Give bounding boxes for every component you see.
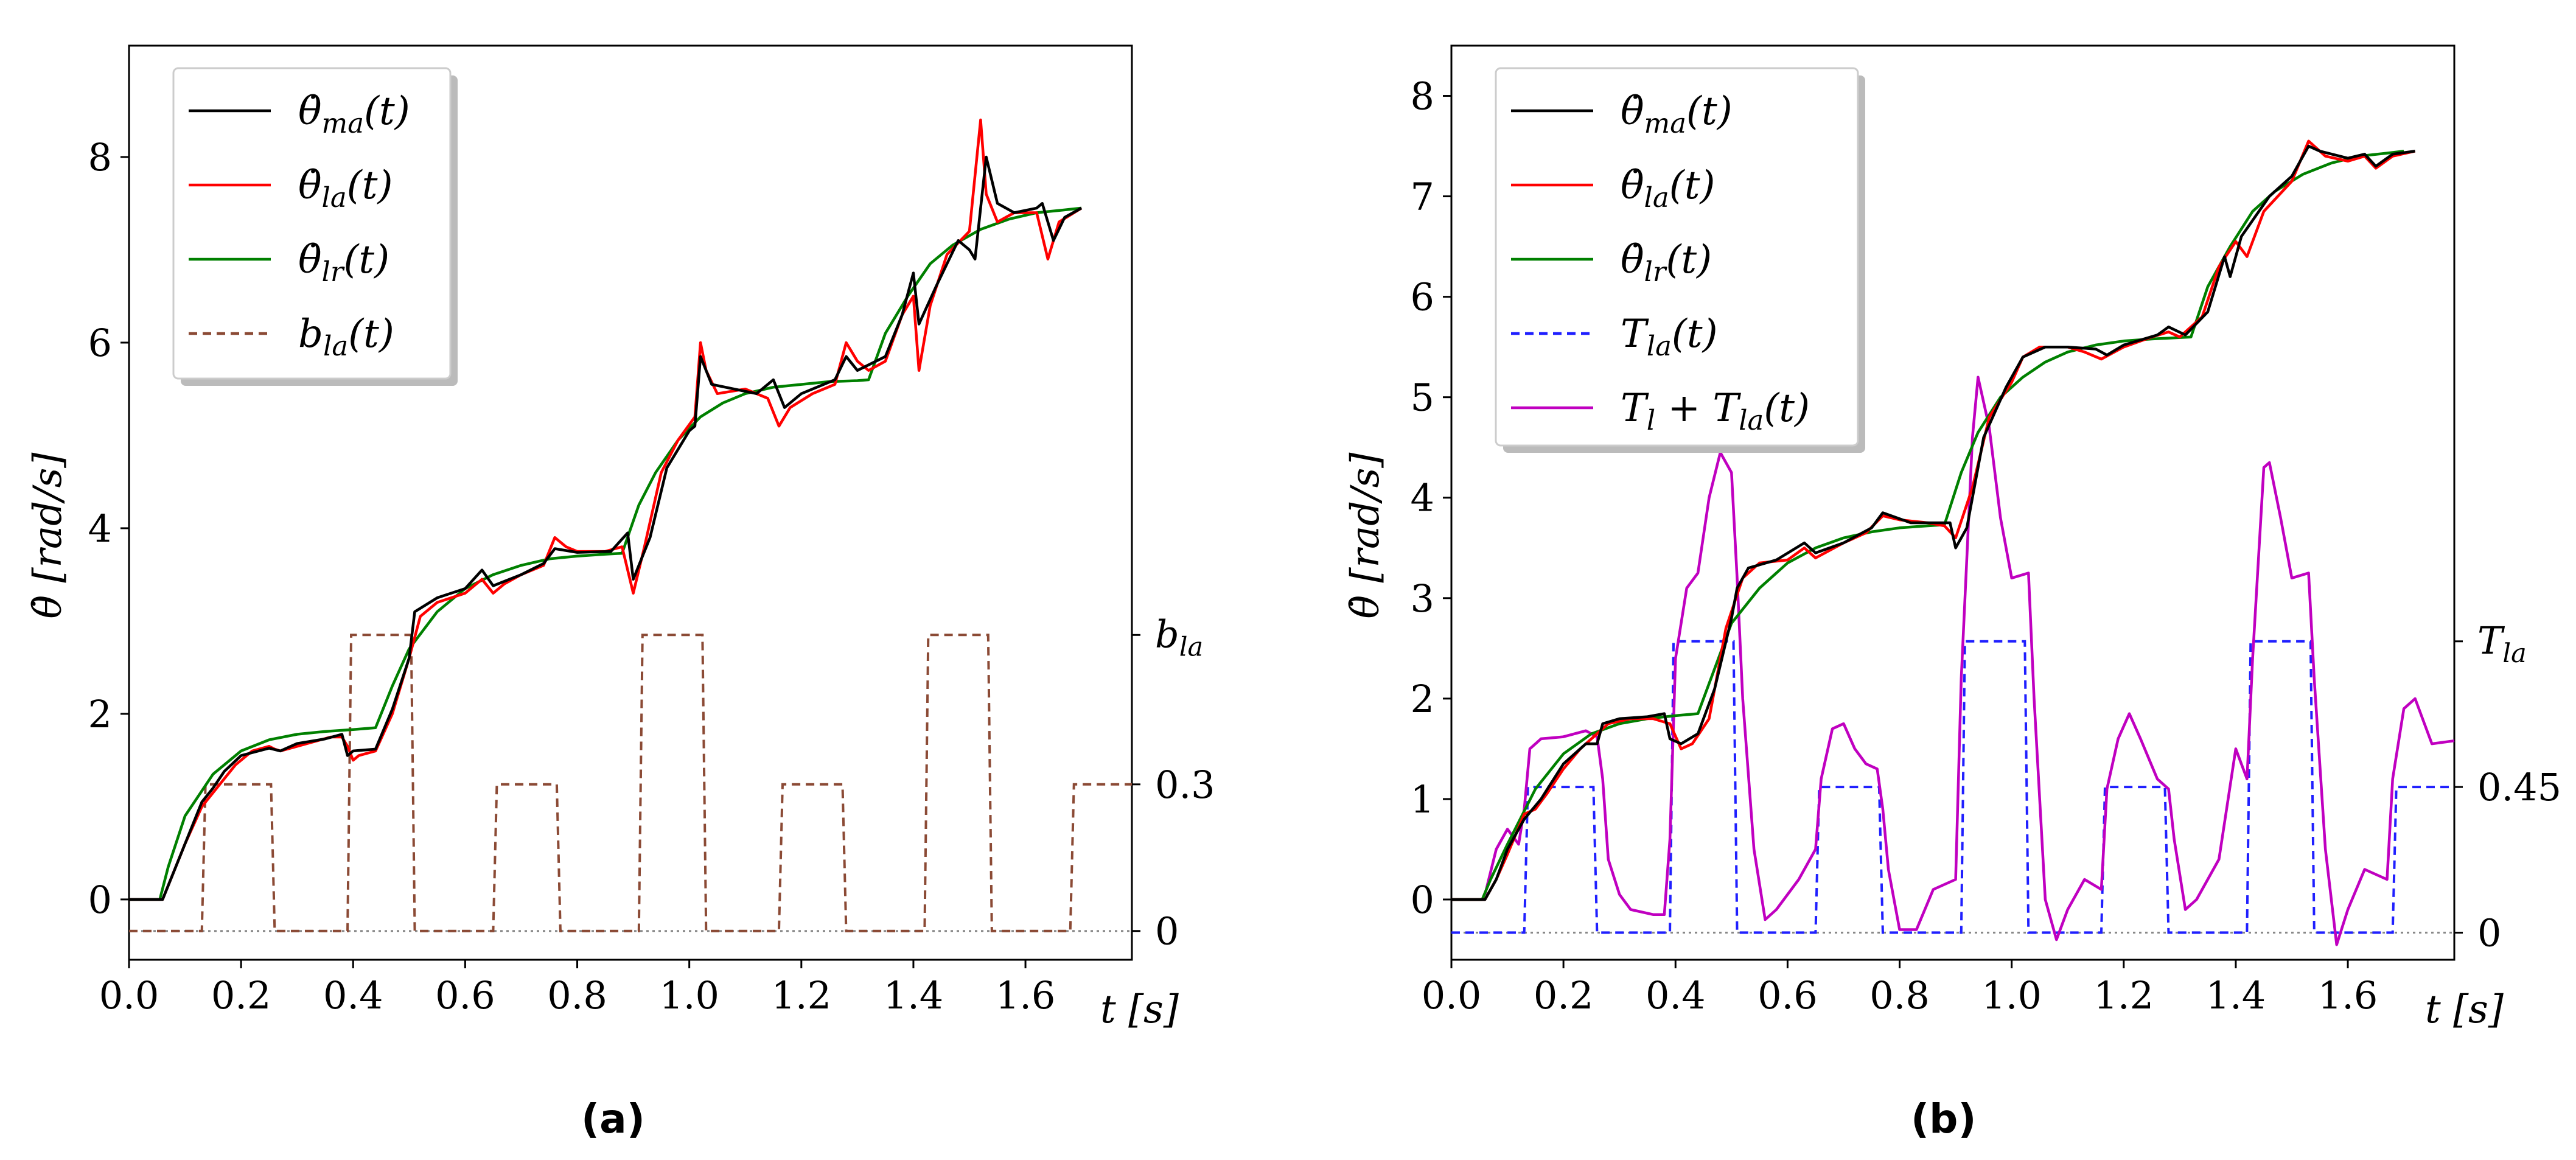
caption-a: (a) [581, 1095, 645, 1142]
right-tick-label-b: Tla [2477, 618, 2527, 669]
legend-box-a [172, 67, 452, 380]
legend-label-b: Tl + Tla(t) [1621, 386, 1810, 436]
y-tick-label-b: 2 [1411, 677, 1434, 721]
series-line-a [129, 155, 1083, 901]
legend-label-b: θ̇ma(t) [1621, 89, 1733, 139]
y-tick-label-a: 6 [88, 321, 112, 365]
x-tick-label-a: 0.6 [435, 973, 495, 1018]
x-axis-label-b: t [s] [2425, 987, 2504, 1032]
legend-box-b [1495, 67, 1859, 447]
x-tick-label-a: 0.0 [99, 973, 159, 1018]
legend-label-b: Tla(t) [1621, 312, 1718, 362]
right-tick-label-b: 0.45 [2477, 765, 2561, 809]
y-tick-label-b: 4 [1411, 476, 1434, 520]
pulse-series-a [129, 634, 1132, 932]
plot-area-b: 0.0 0.2 0.4 0.6 0.8 1.0 1.2 1.4 1.6 0 1 2 3 4 5 6 7 8 0 0.4… [1411, 44, 2561, 1018]
y-tick-label-b: 0 [1411, 878, 1434, 922]
series-line-b [1451, 144, 2415, 901]
axes-frame-b [1450, 44, 2456, 961]
right-tick-label-b: 0 [2477, 910, 2501, 955]
x-tick-label-b: 1.4 [2206, 973, 2266, 1018]
y-tick-label-b: 1 [1411, 777, 1434, 822]
x-axis-label-a: t [s] [1100, 987, 1179, 1032]
y-axis-label-b: θ̇ [rad/s] [1343, 452, 1388, 619]
y-tick-label-b: 7 [1411, 175, 1434, 219]
x-tick-label-b: 0.0 [1422, 973, 1482, 1018]
x-tick-label-a: 0.4 [323, 973, 383, 1018]
y-tick-label-b: 8 [1411, 74, 1434, 119]
chart-panel-b: 0.0 0.2 0.4 0.6 0.8 1.0 1.2 1.4 1.6 0 1 2 3 4 5 6 7 8 0 0.4… [1343, 44, 2561, 1032]
y-tick-label-b: 6 [1411, 275, 1434, 320]
right-tick-label-a: 0.3 [1155, 763, 1215, 807]
x-tick-label-b: 1.6 [2318, 973, 2378, 1018]
y-tick-label-a: 8 [88, 135, 112, 180]
legend-label-a: θ̇lr(t) [298, 237, 389, 288]
legend-label-a: θ̇ma(t) [298, 89, 410, 139]
legend-label-a: bla(t) [298, 312, 394, 362]
legend-label-b: θ̇la(t) [1621, 163, 1715, 214]
x-tick-label-b: 1.0 [1981, 973, 2042, 1018]
axes-frame-a [128, 44, 1133, 961]
legend-label-b: θ̇lr(t) [1621, 237, 1712, 288]
x-tick-label-a: 1.2 [771, 973, 831, 1018]
y-tick-label-a: 4 [88, 506, 112, 551]
x-tick-label-a: 1.0 [659, 973, 719, 1018]
x-tick-label-a: 0.8 [547, 973, 607, 1018]
y-tick-label-a: 2 [88, 692, 112, 736]
x-tick-label-b: 0.6 [1757, 973, 1818, 1018]
legend-label-a: θ̇la(t) [298, 163, 393, 214]
plot-area-a: 0.0 0.2 0.4 0.6 0.8 1.0 1.2 1.4 1.6 0 2 4 6 8 0 0.3 bla θ… [88, 44, 1215, 1018]
x-tick-label-a: 1.6 [996, 973, 1056, 1018]
x-tick-label-b: 0.8 [1869, 973, 1930, 1018]
y-tick-label-b: 3 [1411, 576, 1434, 621]
x-tick-label-b: 0.4 [1646, 973, 1706, 1018]
right-tick-label-a: 0 [1155, 909, 1179, 954]
x-tick-label-b: 1.2 [2093, 973, 2154, 1018]
x-tick-label-a: 1.4 [884, 973, 944, 1018]
y-axis-label-a: θ̇ [rad/s] [26, 452, 71, 619]
pulse-series-b [1451, 640, 2454, 934]
caption-b: (b) [1911, 1095, 1977, 1142]
y-tick-label-b: 5 [1411, 376, 1434, 420]
series-line-b [1484, 376, 2455, 946]
right-tick-label-a: bla [1155, 612, 1203, 662]
x-tick-label-b: 0.2 [1534, 973, 1594, 1018]
y-tick-label-a: 0 [88, 878, 112, 922]
x-tick-label-a: 0.2 [211, 973, 271, 1018]
chart-panel-a: 0.0 0.2 0.4 0.6 0.8 1.0 1.2 1.4 1.6 0 2 4 6 8 0 0.3 bla θ… [26, 44, 1215, 1032]
